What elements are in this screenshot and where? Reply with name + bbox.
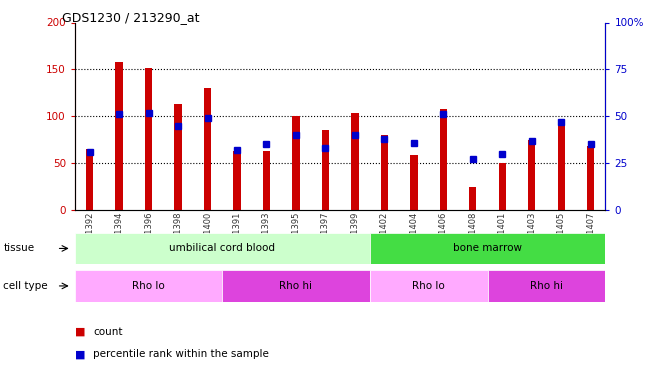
Bar bbox=[115, 62, 123, 210]
Bar bbox=[587, 146, 594, 210]
Bar bbox=[410, 154, 417, 210]
Text: Rho hi: Rho hi bbox=[530, 281, 563, 291]
Text: GDS1230 / 213290_at: GDS1230 / 213290_at bbox=[62, 11, 199, 24]
Bar bbox=[499, 163, 506, 210]
Text: Rho lo: Rho lo bbox=[132, 281, 165, 291]
Bar bbox=[75, 232, 370, 264]
Text: Rho hi: Rho hi bbox=[279, 281, 312, 291]
Bar bbox=[222, 270, 370, 302]
Text: count: count bbox=[93, 327, 122, 337]
Text: ■: ■ bbox=[75, 350, 85, 359]
Bar bbox=[86, 149, 93, 210]
Bar bbox=[557, 123, 565, 210]
Text: cell type: cell type bbox=[3, 281, 48, 291]
Text: Rho lo: Rho lo bbox=[412, 281, 445, 291]
Text: percentile rank within the sample: percentile rank within the sample bbox=[93, 350, 269, 359]
Bar bbox=[370, 232, 605, 264]
Bar bbox=[174, 104, 182, 210]
Bar bbox=[204, 88, 211, 210]
Bar bbox=[488, 270, 605, 302]
Bar bbox=[233, 151, 241, 210]
Bar bbox=[381, 135, 388, 210]
Bar bbox=[145, 68, 152, 210]
Text: tissue: tissue bbox=[3, 243, 35, 254]
Text: bone marrow: bone marrow bbox=[453, 243, 522, 254]
Bar bbox=[528, 140, 535, 210]
Bar bbox=[370, 270, 488, 302]
Bar bbox=[263, 151, 270, 210]
Bar bbox=[351, 113, 359, 210]
Text: umbilical cord blood: umbilical cord blood bbox=[169, 243, 275, 254]
Text: ■: ■ bbox=[75, 327, 85, 337]
Bar bbox=[469, 187, 477, 210]
Bar bbox=[292, 116, 299, 210]
Bar bbox=[322, 130, 329, 210]
Bar bbox=[439, 109, 447, 210]
Bar bbox=[75, 270, 222, 302]
